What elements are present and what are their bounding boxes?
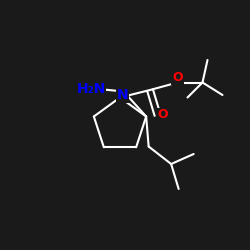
Text: O: O (157, 108, 168, 122)
Text: O: O (172, 71, 183, 84)
Text: H₂N: H₂N (76, 82, 106, 96)
Text: N: N (117, 88, 128, 102)
